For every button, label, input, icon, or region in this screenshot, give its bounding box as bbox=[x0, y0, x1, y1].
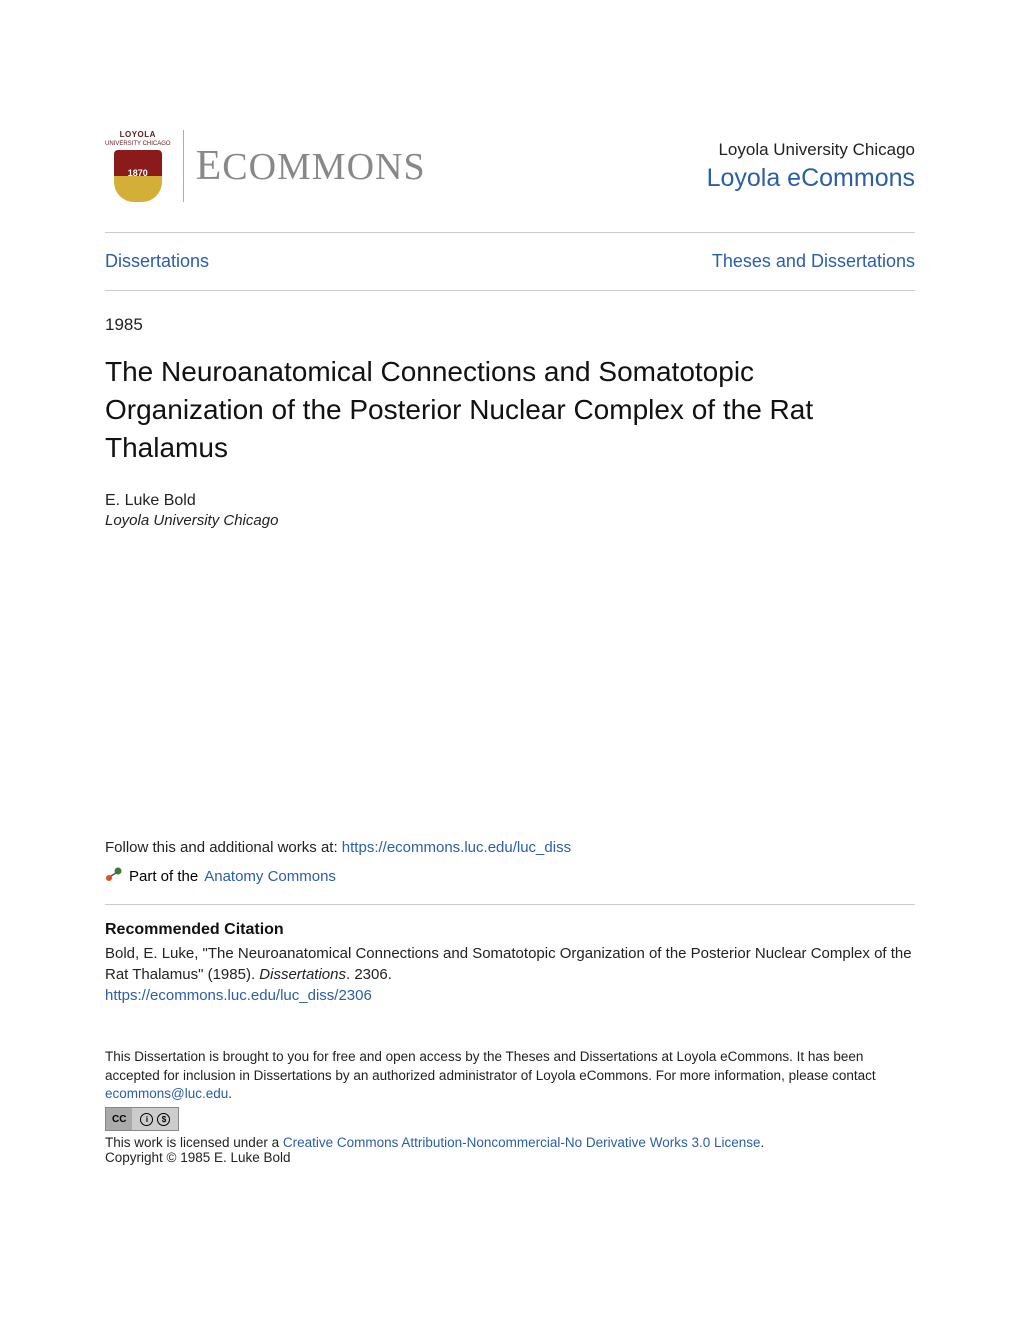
logo-section: LOYOLA UNIVERSITY CHICAGO ECOMMONS bbox=[105, 130, 426, 202]
license-link[interactable]: Creative Commons Attribution-Noncommerci… bbox=[283, 1135, 761, 1150]
copyright-line: Copyright © 1985 E. Luke Bold bbox=[105, 1150, 915, 1165]
shield-label-sub: UNIVERSITY CHICAGO bbox=[105, 141, 171, 147]
rule-citation bbox=[105, 904, 915, 905]
citation-section: Recommended Citation Bold, E. Luke, "The… bbox=[105, 921, 915, 1004]
partof-row: Part of the Anatomy Commons bbox=[105, 866, 915, 886]
citation-url-link[interactable]: https://ecommons.luc.edu/luc_diss/2306 bbox=[105, 987, 915, 1004]
cc-by-icon: i bbox=[140, 1113, 153, 1126]
cc-sa-icon: $ bbox=[157, 1113, 170, 1126]
license-suffix: . bbox=[761, 1135, 765, 1150]
access-text-2: . bbox=[228, 1086, 232, 1101]
loyola-shield-logo: LOYOLA UNIVERSITY CHICAGO bbox=[105, 130, 171, 202]
partof-prefix: Part of the bbox=[129, 868, 198, 885]
content-spacer bbox=[105, 529, 915, 839]
citation-text: Bold, E. Luke, "The Neuroanatomical Conn… bbox=[105, 943, 915, 985]
shield-label-top: LOYOLA bbox=[105, 130, 171, 139]
citation-heading: Recommended Citation bbox=[105, 921, 915, 939]
publication-year: 1985 bbox=[105, 315, 915, 335]
shield-icon bbox=[114, 150, 162, 202]
nav-dissertations-link[interactable]: Dissertations bbox=[105, 251, 209, 272]
access-text-1: This Dissertation is brought to you for … bbox=[105, 1049, 876, 1082]
ecommons-logo: ECOMMONS bbox=[196, 142, 426, 190]
cc-license-badge[interactable]: CC i $ bbox=[105, 1107, 179, 1131]
citation-part1: Bold, E. Luke, "The Neuroanatomical Conn… bbox=[105, 945, 912, 983]
repository-link[interactable]: Loyola eCommons bbox=[707, 164, 915, 193]
logo-divider bbox=[183, 130, 184, 202]
citation-italic: Dissertations bbox=[259, 966, 346, 983]
page-title: The Neuroanatomical Connections and Soma… bbox=[105, 353, 915, 466]
author-affiliation: Loyola University Chicago bbox=[105, 512, 915, 529]
author-name: E. Luke Bold bbox=[105, 492, 915, 510]
university-name: Loyola University Chicago bbox=[707, 140, 915, 160]
citation-part2: . 2306. bbox=[346, 966, 392, 983]
nav-theses-link[interactable]: Theses and Dissertations bbox=[712, 251, 915, 272]
access-statement: This Dissertation is brought to you for … bbox=[105, 1048, 915, 1103]
follow-line: Follow this and additional works at: htt… bbox=[105, 839, 915, 856]
cc-badge-left: CC bbox=[106, 1108, 132, 1130]
rule-nav bbox=[105, 290, 915, 291]
follow-prefix: Follow this and additional works at: bbox=[105, 839, 342, 856]
header-right: Loyola University Chicago Loyola eCommon… bbox=[707, 140, 915, 193]
license-prefix: This work is licensed under a bbox=[105, 1135, 283, 1150]
contact-email-link[interactable]: ecommons@luc.edu bbox=[105, 1086, 228, 1101]
network-icon bbox=[105, 866, 123, 886]
follow-url-link[interactable]: https://ecommons.luc.edu/luc_diss bbox=[342, 839, 571, 856]
header: LOYOLA UNIVERSITY CHICAGO ECOMMONS Loyol… bbox=[105, 130, 915, 202]
license-line: This work is licensed under a Creative C… bbox=[105, 1135, 915, 1150]
partof-link[interactable]: Anatomy Commons bbox=[204, 868, 336, 885]
cc-badge-right: i $ bbox=[132, 1108, 178, 1130]
breadcrumb-nav: Dissertations Theses and Dissertations bbox=[105, 233, 915, 290]
